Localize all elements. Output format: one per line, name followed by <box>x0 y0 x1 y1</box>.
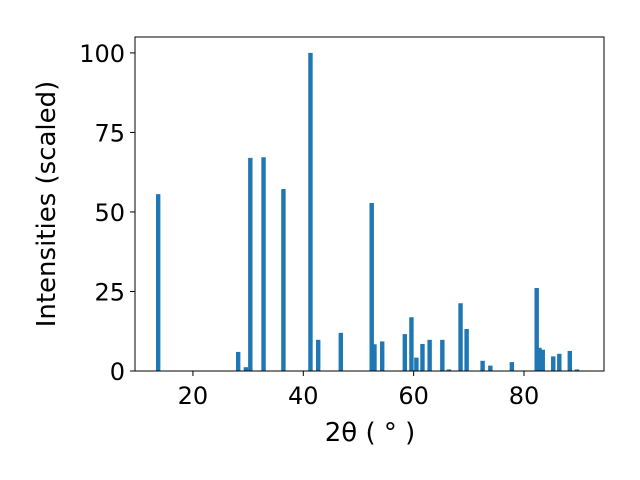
bar <box>379 341 385 371</box>
bar <box>315 339 321 371</box>
y-tick-label: 100 <box>79 40 125 68</box>
bar <box>155 194 161 371</box>
bar <box>567 350 572 371</box>
bar <box>574 369 580 371</box>
bar <box>338 332 344 371</box>
x-axis: 20 40 60 80 <box>178 371 540 410</box>
x-tick-label: 40 <box>288 382 319 410</box>
bar <box>414 357 419 371</box>
bar <box>308 52 313 372</box>
y-axis: 0 25 50 75 100 <box>79 40 135 386</box>
x-tick-label: 80 <box>509 382 540 410</box>
y-tick-label: 25 <box>94 278 125 306</box>
bar <box>440 339 445 371</box>
bar <box>409 317 414 371</box>
bar <box>235 351 241 371</box>
bar <box>557 353 562 371</box>
bar <box>540 349 545 371</box>
bar <box>369 203 374 371</box>
bar <box>480 360 485 371</box>
y-axis-label: Intensities (scaled) <box>32 81 62 328</box>
bar <box>427 339 432 371</box>
x-tick-label: 20 <box>178 382 209 410</box>
bar <box>537 347 542 371</box>
plot-frame <box>134 36 605 372</box>
y-tick-label: 75 <box>94 119 125 147</box>
bar <box>281 189 286 371</box>
bar <box>509 362 515 371</box>
bar-series <box>155 52 580 372</box>
bar <box>488 365 493 371</box>
bar <box>261 157 266 371</box>
bar <box>248 157 253 371</box>
x-tick-label: 60 <box>398 382 429 410</box>
bar <box>420 343 425 371</box>
bar <box>458 303 463 371</box>
bar <box>402 334 408 371</box>
bar <box>372 344 377 371</box>
x-axis-label: 2θ ( ° ) <box>325 418 416 448</box>
bar <box>446 369 452 371</box>
bar <box>534 287 539 371</box>
y-tick-label: 0 <box>110 358 125 386</box>
bar <box>243 367 249 371</box>
bar <box>551 356 556 371</box>
y-tick-label: 50 <box>94 199 125 227</box>
bar <box>464 329 469 371</box>
